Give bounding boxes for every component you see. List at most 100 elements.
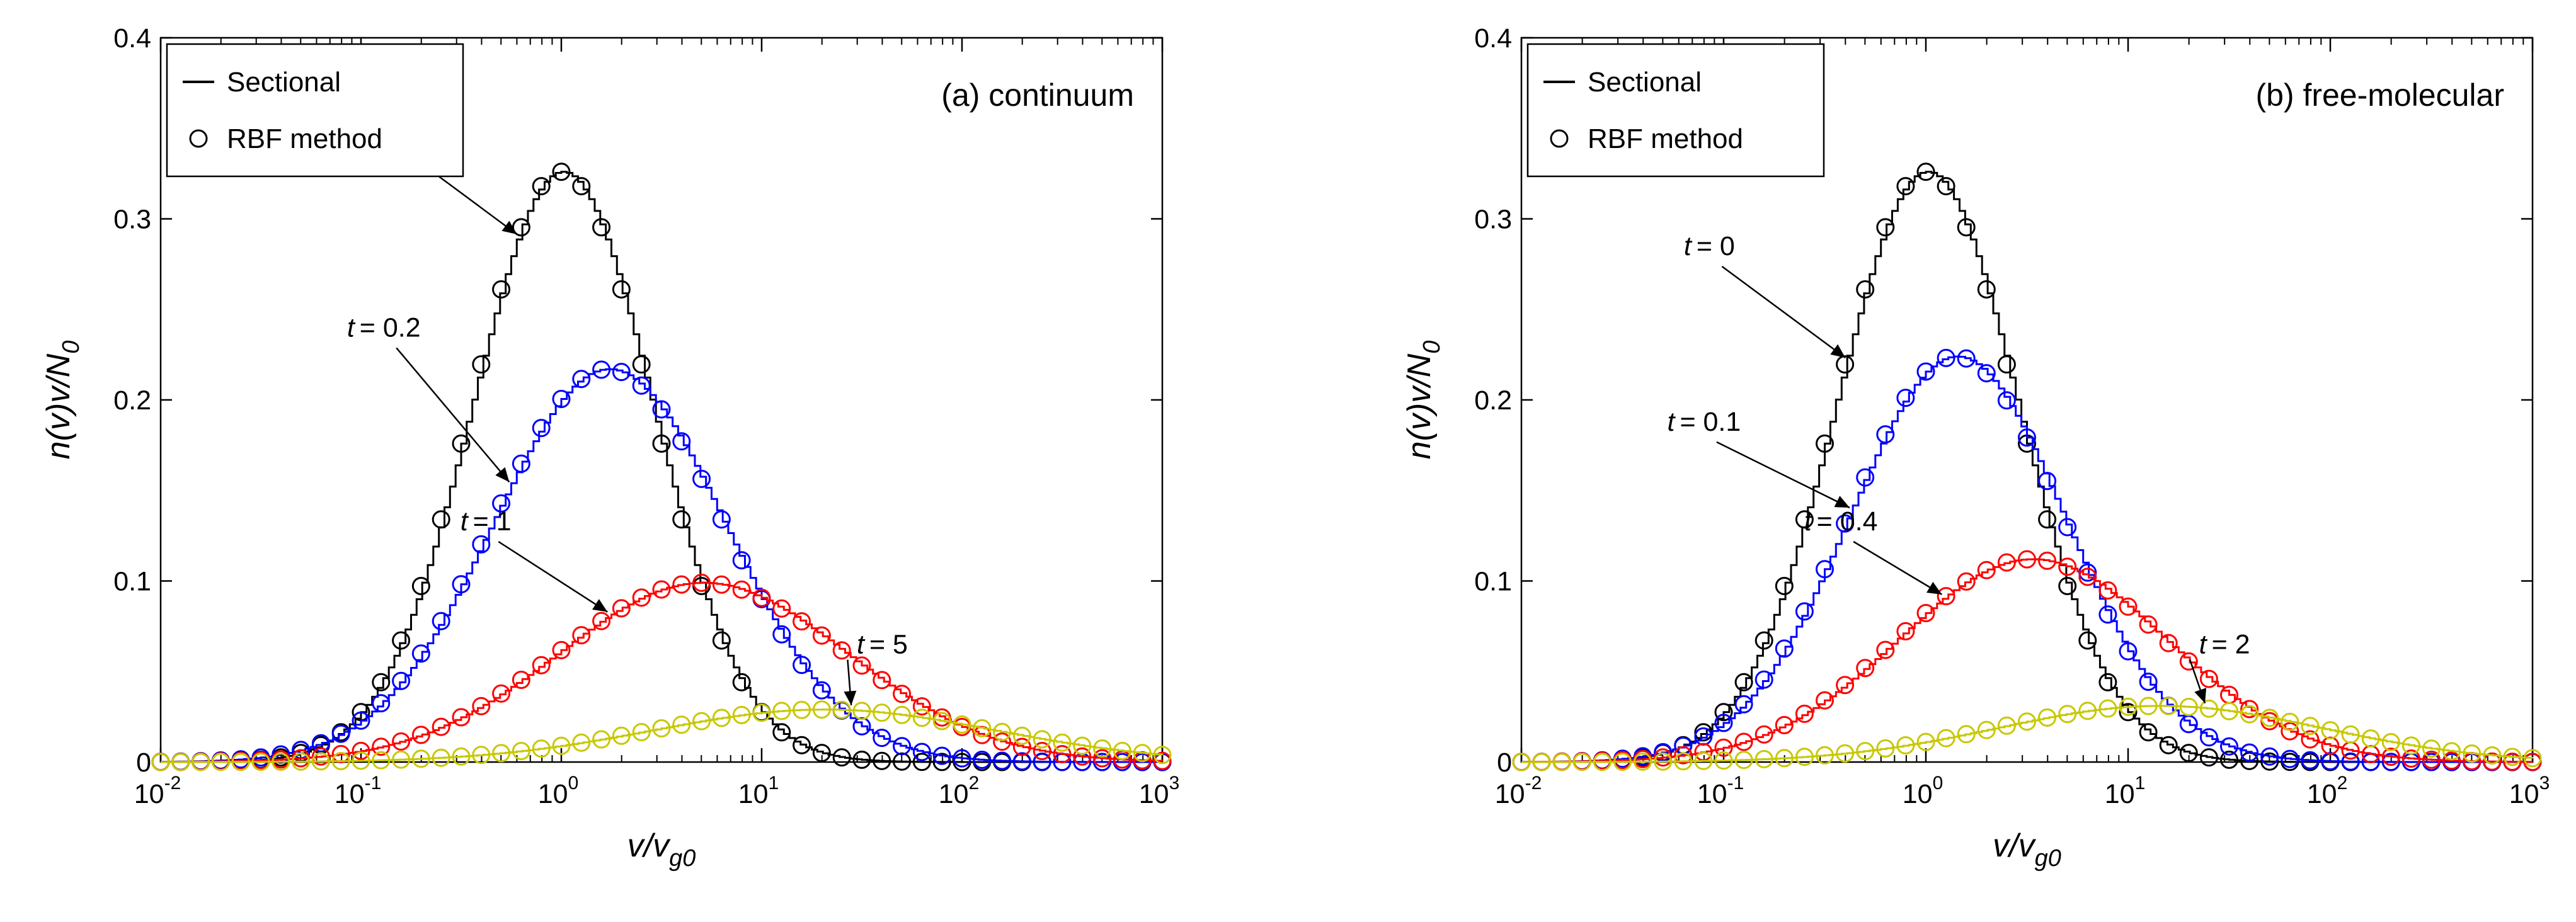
rbf-marker <box>812 700 831 719</box>
rbf-marker <box>612 280 631 299</box>
rbf-marker <box>2503 748 2522 766</box>
rbf-marker <box>392 732 411 751</box>
rbf-marker <box>532 656 551 674</box>
sectional-line <box>161 581 1164 763</box>
rbf-marker <box>1755 725 1773 744</box>
series-0 <box>151 162 1172 771</box>
legend-label-sectional: Sectional <box>1588 67 1702 98</box>
x-tick-label: 101 <box>738 773 779 809</box>
rbf-marker <box>372 737 391 756</box>
series-annotation: t = 0.4 <box>1804 506 1878 537</box>
annotation-value: = 0.1 <box>1680 407 1741 437</box>
rbf-marker <box>812 626 831 645</box>
rbf-marker <box>2442 742 2461 761</box>
annotation-arrow <box>1716 441 1850 509</box>
rbf-marker <box>2038 551 2057 570</box>
x-tick-base: 10 <box>335 779 365 809</box>
y-tick-label: 0.4 <box>1474 23 1512 54</box>
rbf-marker <box>793 736 811 754</box>
rbf-marker <box>2260 752 2279 771</box>
rbf-marker <box>712 510 731 529</box>
rbf-marker <box>392 750 411 769</box>
rbf-marker <box>2038 472 2057 491</box>
rbf-marker <box>652 400 671 419</box>
rbf-marker <box>532 177 551 196</box>
rbf-marker <box>352 741 370 760</box>
x-tick-base: 10 <box>134 779 164 809</box>
rbf-marker <box>432 612 450 630</box>
rbf-marker <box>2018 550 2036 569</box>
rbf-marker <box>171 753 190 771</box>
rbf-marker <box>432 510 450 529</box>
rbf-marker <box>1093 749 1112 768</box>
x-tick-exponent: -1 <box>1727 773 1744 794</box>
rbf-marker <box>331 724 350 743</box>
rbf-marker <box>1916 162 1935 181</box>
y-axis-label: n(v)v/N0 <box>40 341 84 460</box>
annotation-t: t <box>347 312 356 343</box>
rbf-marker <box>2483 752 2502 771</box>
x-tick-label: 103 <box>1139 773 1180 809</box>
rbf-marker <box>2301 717 2320 736</box>
annotation-t: t <box>1667 407 1676 437</box>
rbf-marker <box>151 753 170 771</box>
rbf-marker <box>2058 557 2077 576</box>
rbf-marker <box>2098 581 2117 600</box>
rbf-marker <box>2260 709 2279 727</box>
rbf-marker <box>1734 673 1753 692</box>
rbf-marker <box>1053 733 1072 752</box>
rbf-marker <box>2301 751 2320 770</box>
rbf-marker <box>572 733 591 752</box>
rbf-marker <box>1816 746 1834 765</box>
rbf-marker <box>632 376 651 395</box>
series-annotation: t = 2 <box>2199 630 2250 660</box>
rbf-marker <box>1053 745 1072 763</box>
rbf-marker <box>251 753 270 771</box>
rbf-marker <box>793 612 811 631</box>
y-axis-label-sub: 0 <box>1419 341 1445 354</box>
rbf-marker <box>1775 749 1794 768</box>
rbf-marker <box>2422 750 2441 769</box>
rbf-marker <box>2139 697 2158 715</box>
rbf-marker <box>1977 364 1996 383</box>
rbf-marker <box>2119 597 2138 616</box>
sectional-line <box>1521 558 2533 763</box>
x-tick-exponent: 3 <box>2539 773 2550 794</box>
rbf-marker <box>472 355 491 374</box>
rbf-marker <box>2098 673 2117 692</box>
rbf-marker <box>1856 659 1875 678</box>
legend-marker-swatch <box>189 129 208 148</box>
rbf-marker <box>632 723 651 741</box>
x-axis-label-sub: g0 <box>2035 845 2061 872</box>
rbf-marker <box>973 719 992 737</box>
x-tick-base: 10 <box>738 779 769 809</box>
rbf-marker <box>1896 622 1915 640</box>
x-tick-label: 103 <box>2509 773 2550 809</box>
rbf-marker <box>2038 510 2057 529</box>
panel-title: (b) free-molecular <box>2255 77 2504 113</box>
rbf-marker <box>832 748 851 767</box>
rbf-marker <box>672 510 691 529</box>
rbf-marker <box>1916 604 1935 622</box>
x-axis-label: v/vg0 <box>1993 828 2061 872</box>
rbf-marker <box>2058 577 2077 595</box>
rbf-marker <box>692 573 711 592</box>
rbf-marker <box>832 700 851 719</box>
rbf-marker <box>2260 747 2279 766</box>
rbf-marker <box>1997 355 2016 374</box>
annotation-value: = 0 <box>1697 231 1735 261</box>
rbf-marker <box>1113 741 1131 760</box>
rbf-marker <box>2220 702 2238 720</box>
rbf-marker <box>2381 748 2400 766</box>
rbf-marker <box>2199 699 2218 718</box>
rbf-marker <box>572 177 591 196</box>
x-tick-exponent: 3 <box>1169 773 1180 794</box>
rbf-marker <box>512 671 530 689</box>
rbf-marker <box>2078 563 2097 582</box>
rbf-marker <box>1836 514 1855 533</box>
series-3 <box>1512 697 2542 771</box>
rbf-marker <box>712 709 731 727</box>
series-annotation: t = 1 <box>461 506 512 537</box>
rbf-marker <box>1937 587 1955 606</box>
rbf-marker <box>272 753 290 771</box>
